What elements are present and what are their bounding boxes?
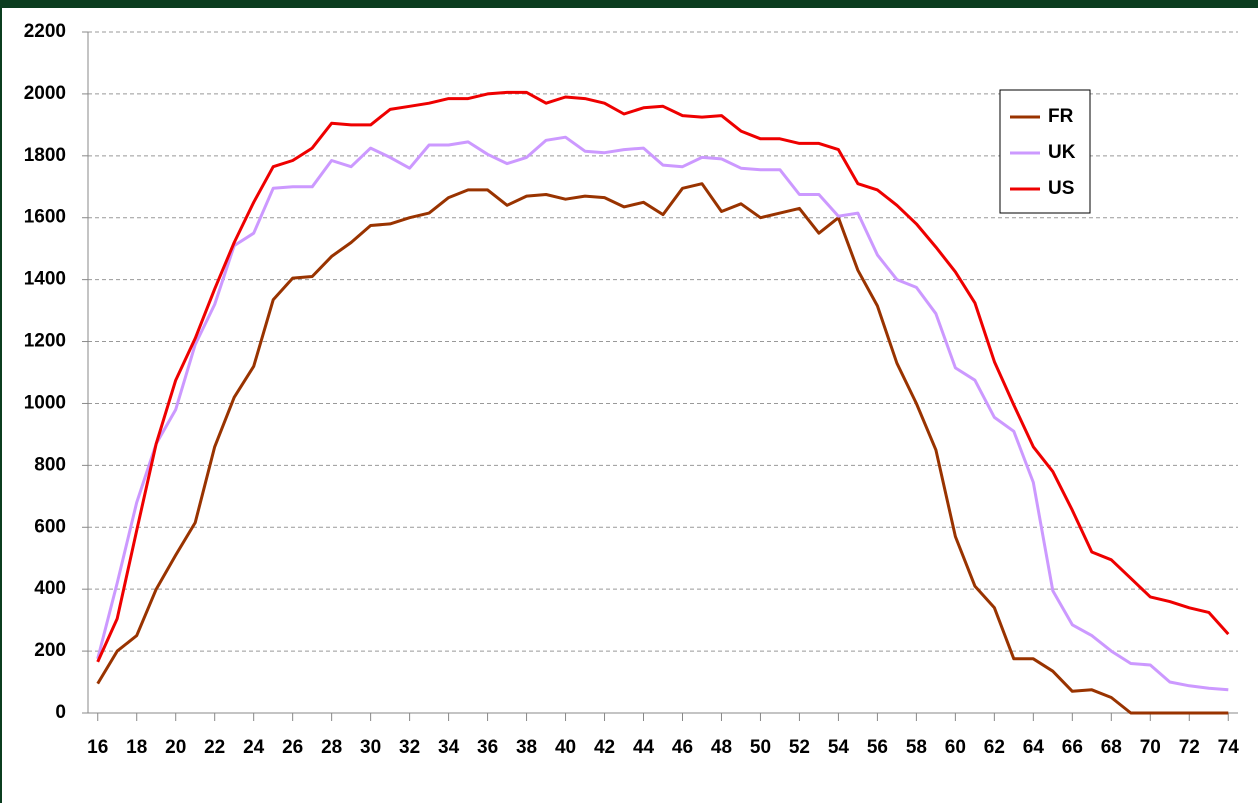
x-tick-label: 72 [1179,737,1200,758]
x-tick-label: 26 [282,737,303,758]
x-tick-label: 16 [87,737,108,758]
x-tick-label: 30 [360,737,381,758]
y-tick-label: 0 [55,702,66,723]
x-tick-label: 22 [204,737,225,758]
y-tick-label: 1800 [24,145,66,166]
x-tick-label: 48 [711,737,732,758]
x-tick-label: 40 [555,737,576,758]
x-tick-label: 60 [945,737,966,758]
x-tick-label: 24 [243,737,265,758]
x-tick-label: 66 [1062,737,1083,758]
x-tick-label: 64 [1023,737,1045,758]
x-tick-label: 34 [438,737,460,758]
x-tick-label: 42 [594,737,615,758]
x-tick-label: 52 [789,737,810,758]
x-tick-label: 68 [1101,737,1122,758]
x-tick-label: 56 [867,737,888,758]
y-tick-label: 1000 [24,392,66,413]
y-tick-label: 200 [34,640,66,661]
y-tick-label: 800 [34,454,66,475]
x-tick-label: 58 [906,737,927,758]
x-tick-label: 32 [399,737,420,758]
series-line [96,135,1229,692]
x-tick-label: 38 [516,737,537,758]
x-tick-label: 36 [477,737,498,758]
x-tick-label: 70 [1140,737,1161,758]
y-tick-label: 1200 [24,331,66,352]
x-tick-label: 54 [828,737,850,758]
y-tick-label: 600 [34,516,66,537]
legend-label: UK [1048,142,1076,163]
x-tick-label: 74 [1218,737,1240,758]
legend-label: US [1048,178,1074,199]
x-tick-label: 18 [126,737,147,758]
y-tick-label: 1600 [24,207,66,228]
y-tick-label: 1400 [24,269,66,290]
x-tick-label: 46 [672,737,693,758]
legend-label: FR [1048,106,1074,127]
y-tick-label: 2000 [24,83,66,104]
series-line [96,90,1230,663]
x-tick-label: 62 [984,737,1005,758]
series-line [96,182,1229,715]
x-tick-label: 28 [321,737,342,758]
y-tick-label: 2200 [24,21,66,42]
x-tick-label: 20 [165,737,186,758]
x-tick-label: 50 [750,737,771,758]
x-tick-label: 44 [633,737,655,758]
y-tick-label: 400 [34,578,66,599]
